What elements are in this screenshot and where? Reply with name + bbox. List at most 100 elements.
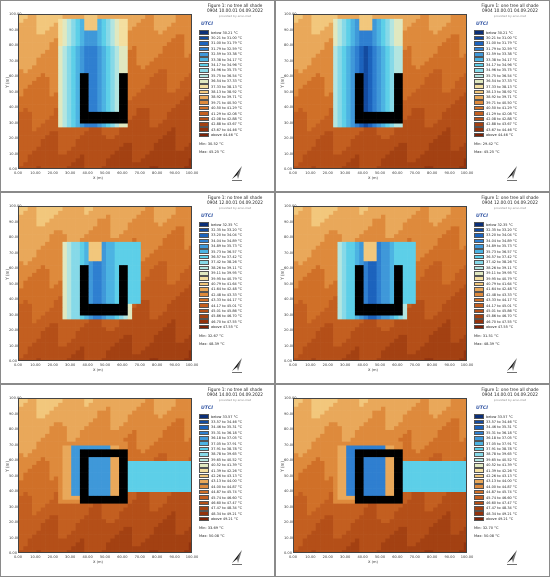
utci-map-svg: [294, 207, 466, 360]
legend-label: 31.00 to 31.79 °C: [486, 41, 518, 46]
legend-label: 43.67 to 44.46 °C: [211, 127, 243, 132]
utci-map: [293, 206, 467, 361]
legend-swatch: [474, 265, 484, 271]
legend-item: below 30.21 °C: [199, 30, 271, 35]
legend-item: 39.95 to 40.79 °C: [474, 276, 546, 281]
legend-label: 37.05 to 37.91 °C: [211, 441, 243, 446]
legend-swatch: [199, 30, 209, 35]
legend-item: below 33.57 °C: [474, 414, 546, 419]
legend-swatch: [199, 62, 209, 68]
legend-item: 43.67 to 44.46 °C: [199, 127, 271, 133]
x-axis-label: X (m): [368, 176, 378, 180]
legend-swatch: [474, 287, 484, 292]
y-tick-label: 60.00: [284, 458, 295, 462]
y-axis-label: Y (m): [5, 77, 10, 88]
x-tick-label: 60.00: [392, 555, 403, 559]
legend-label: above 49.21 °C: [486, 517, 514, 522]
legend-item: 34.04 to 34.89 °C: [474, 238, 546, 244]
x-tick-label: 80.00: [427, 555, 438, 559]
legend-item: 47.47 to 48.34 °C: [199, 506, 271, 511]
legend-swatch: [199, 227, 209, 233]
y-tick-label: 50.00: [9, 281, 20, 286]
variable-name: UTCI: [201, 406, 213, 411]
x-tick-label: 40.00: [357, 171, 368, 175]
legend-item: 32.35 to 33.20 °C: [199, 227, 271, 233]
legend-item: above 49.21 °C: [474, 516, 546, 522]
legend-item: 36.18 to 37.05 °C: [474, 435, 546, 441]
legend-item: 47.47 to 48.34 °C: [474, 506, 546, 511]
legend-swatch: [199, 122, 209, 127]
legend-item: 40.50 to 41.29 °C: [474, 105, 546, 111]
legend-item: above 47.55 °C: [474, 324, 546, 330]
legend-swatch: [474, 30, 484, 35]
x-tick-label: 10.00: [30, 555, 41, 559]
legend-swatch: [199, 35, 209, 41]
map-area: Y (m) 0.00 10.00 20.00 30.00 40.00 50.00 60.00…: [5, 7, 198, 180]
min-value: Min: 32.67 °C: [199, 333, 224, 338]
legend-item: 37.42 to 38.26 °C: [474, 260, 546, 265]
legend-label: 32.35 to 33.20 °C: [211, 228, 243, 233]
legend-swatch: [199, 46, 209, 52]
legend-swatch: [199, 238, 209, 244]
x-tick-label: 0.00: [13, 555, 22, 559]
variable-name: UTCI: [476, 22, 488, 27]
legend-swatch: [474, 425, 484, 430]
figure-title: Figure 1: no tree all shade: [207, 3, 263, 8]
legend-swatch: [474, 435, 484, 441]
legend-label: 37.33 to 38.13 °C: [486, 84, 518, 89]
legend-label: 44.87 to 45.74 °C: [211, 490, 243, 495]
x-tick-label: 10.00: [30, 171, 41, 175]
legend-item: 48.34 to 49.21 °C: [199, 511, 271, 517]
legend-swatch: [199, 73, 209, 79]
utci-panel-6: Y (m) 0.00 10.00 20.00 30.00 40.00 50.00 60.00…: [275, 384, 550, 577]
x-tick-label: 30.00: [340, 363, 351, 367]
legend-item: 46.60 to 47.47 °C: [199, 500, 271, 506]
legend-swatch: [199, 495, 209, 500]
legend-label: 40.52 to 41.39 °C: [211, 463, 243, 468]
variable-name: UTCI: [476, 214, 488, 219]
x-tick-label: 70.00: [134, 363, 145, 367]
legend-label: 33.57 to 34.46 °C: [211, 420, 243, 425]
legend: Figure 1: no tree all shade 0904 12.00.0…: [199, 195, 271, 347]
legend-swatch: [474, 446, 484, 452]
x-axis-label: X (m): [93, 368, 103, 372]
y-tick-label: 70.00: [284, 250, 295, 255]
legend-item: 35.73 to 36.57 °C: [474, 249, 546, 254]
legend-item: 37.33 to 38.13 °C: [199, 84, 271, 89]
legend-item: 40.52 to 41.39 °C: [474, 462, 546, 468]
legend-item: 44.87 to 45.74 °C: [199, 489, 271, 495]
utci-map: [18, 398, 192, 553]
legend-swatch: [474, 62, 484, 68]
legend-item: 41.29 to 42.08 °C: [199, 111, 271, 116]
map-area: Y (m) 0.00 10.00 20.00 30.00 40.00 50.00 60.00…: [5, 391, 198, 564]
legend-item: 34.96 to 35.75 °C: [199, 68, 271, 73]
y-tick-label: 90.00: [9, 411, 20, 416]
legend-label: 42.26 to 43.13 °C: [486, 473, 518, 478]
north-arrow-icon: [507, 550, 517, 565]
legend-swatch: [474, 516, 484, 522]
legend-swatch: [199, 276, 209, 281]
legend-item: 38.13 to 38.92 °C: [199, 89, 271, 95]
x-tick-label: 20.00: [47, 363, 58, 367]
x-tick-label: 0.00: [288, 171, 297, 175]
figure-subtitle: provided by envi-met: [218, 14, 252, 18]
y-tick-label: 40.00: [284, 297, 295, 301]
legend-swatch: [199, 57, 209, 62]
legend-swatch: [199, 441, 209, 446]
legend-label: 34.04 to 34.89 °C: [486, 238, 518, 243]
y-tick-label: 0.00: [284, 551, 293, 555]
legend-swatch: [199, 446, 209, 452]
y-axis-label: Y (m): [280, 269, 285, 280]
legend-label: 34.89 to 35.73 °C: [211, 244, 243, 249]
utci-map-svg: [294, 15, 466, 168]
legend-label: 40.79 to 41.64 °C: [486, 281, 518, 286]
legend-item: 39.71 to 40.50 °C: [474, 100, 546, 106]
legend-item: 42.08 to 42.88 °C: [199, 116, 271, 122]
y-tick-label: 80.00: [284, 43, 295, 47]
max-value: Max: 48.39 °C: [199, 342, 225, 347]
x-tick-label: 10.00: [305, 171, 316, 175]
x-tick-label: 100.00: [185, 363, 199, 367]
x-tick-label: 40.00: [82, 363, 93, 367]
legend-swatch: [474, 249, 484, 254]
